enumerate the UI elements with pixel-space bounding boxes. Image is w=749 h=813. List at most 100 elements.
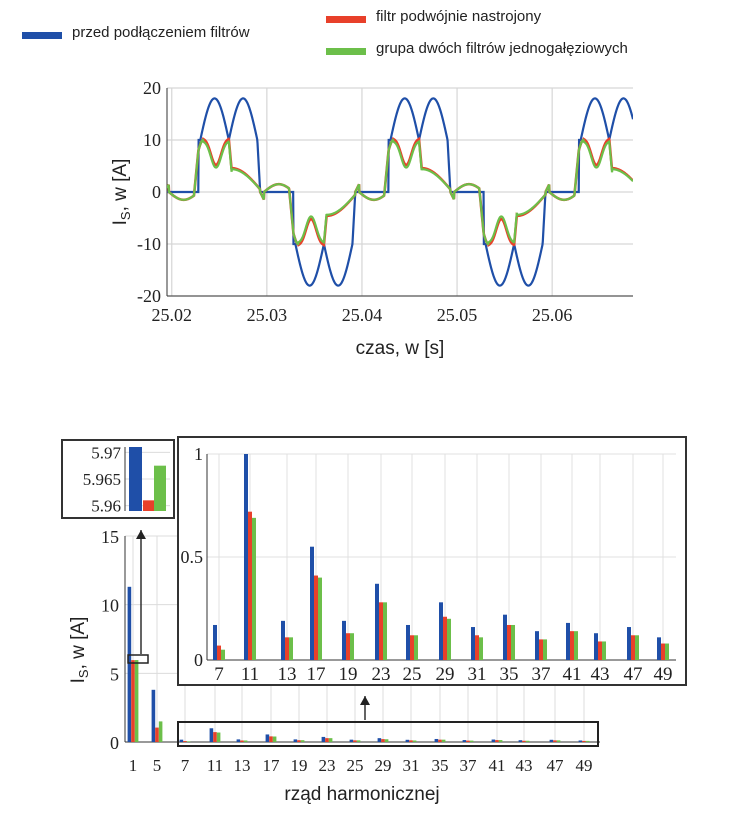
inset2-bar-43-s0: [594, 633, 598, 660]
inset2-bar-13-s2: [289, 637, 293, 660]
inset2-xtick-label: 37: [532, 664, 551, 685]
inset1-bar-s1: [143, 500, 154, 511]
bar-xtick-label: 49: [576, 756, 593, 775]
series-line-before-filters: [167, 97, 633, 287]
inset2-bar-25-s2: [414, 635, 418, 660]
bar-x-axis-label: rząd harmonicznej: [284, 784, 439, 805]
inset2-bar-29-s0: [439, 602, 443, 660]
bar-y-axis-label: IS, w [A]: [68, 617, 91, 684]
bar-xtick-label: 47: [547, 756, 565, 775]
bar-xtick-label: 13: [234, 756, 251, 775]
inset2-bar-25-s0: [406, 624, 410, 660]
inset2-bar-23-s1: [379, 602, 383, 660]
inset2-xtick-label: 47: [624, 664, 643, 685]
time-xtick-label: 25.04: [342, 305, 383, 325]
bar-41-s1: [495, 740, 499, 742]
inset2-bar-17-s2: [318, 577, 322, 660]
inset-harmonics: 00.517 11 13 17 19 23 25 29 31 35 37 41 43 47 49: [177, 436, 687, 686]
bar-5-s0: [151, 689, 156, 742]
inset2-bar-25-s1: [410, 635, 414, 660]
bar-xtick-label: 1: [129, 756, 138, 775]
bar-19-s0: [293, 739, 298, 742]
bar-xtick-label: 11: [207, 756, 223, 775]
bar-35-s2: [441, 739, 446, 742]
time-chart: 25.02 25.03 25.04 25.05 25.06 -20 -10 0 10 20 czas…: [137, 78, 633, 359]
inset2-bar-49-s0: [657, 637, 661, 660]
bar-xtick-label: 7: [181, 756, 190, 775]
inset2-bar-19-s0: [342, 620, 346, 660]
inset2-bar-37-s1: [539, 639, 543, 660]
inset2-ytick-label: 1: [194, 444, 203, 464]
inset1-ytick-label: 5.965: [83, 470, 121, 489]
bar-5-s2: [158, 721, 163, 742]
bar-xtick-label: 31: [403, 756, 420, 775]
bar-17-s2: [272, 736, 277, 742]
bar-23-s2: [328, 738, 333, 742]
time-y-axis-label: IS, w [A]: [110, 159, 133, 226]
inset2-xtick-label: 35: [500, 664, 519, 685]
bar-29-s0: [377, 738, 382, 742]
time-xtick-label: 25.02: [152, 305, 193, 325]
bar-35-s0: [434, 738, 439, 742]
inset2-bar-29-s1: [443, 616, 447, 660]
bar-43-s2: [525, 740, 530, 742]
inset2-bar-35-s0: [503, 614, 507, 660]
inset2-ytick-label: 0.5: [181, 547, 204, 567]
bar-ytick-label: 10: [101, 596, 119, 616]
bar-25-s1: [353, 740, 357, 742]
inset2-bar-7-s2: [221, 649, 225, 660]
zoom-box-higher-harmonics: [177, 721, 599, 747]
bar-5-s1: [155, 727, 159, 742]
bar-xtick-label: 29: [375, 756, 392, 775]
inset2-bar-41-s2: [574, 631, 578, 660]
inset2-bar-11-s0: [244, 454, 248, 660]
bar-17-s1: [269, 736, 273, 742]
legend-label-green: grupa dwóch filtrów jednogałęziowych: [376, 40, 628, 57]
zoom-box-fundamental: [127, 654, 149, 664]
bar-1-s0: [127, 586, 132, 742]
inset1-bar-s0: [129, 447, 142, 511]
time-ytick-label: 20: [143, 78, 161, 98]
bar-xtick-label: 23: [319, 756, 336, 775]
bar-xtick-label: 25: [347, 756, 364, 775]
time-ytick-label: -10: [137, 234, 161, 254]
zoom-arrow-harmonics-head: [360, 696, 370, 705]
inset2-bar-31-s2: [479, 637, 483, 660]
inset1-bar-s2: [154, 465, 166, 511]
bar-31-s2: [412, 740, 417, 742]
bar-ytick-label: 5: [110, 664, 119, 684]
inset2-bar-47-s2: [635, 635, 639, 660]
inset2-bar-19-s2: [350, 633, 354, 660]
bar-11-s0: [209, 728, 214, 742]
bar-17-s0: [265, 734, 270, 742]
inset2-bar-23-s0: [375, 583, 379, 660]
bar-49-s0: [578, 740, 583, 742]
time-ytick-label: -20: [137, 286, 161, 306]
bar-31-s1: [409, 740, 413, 742]
bar-37-s2: [469, 740, 474, 742]
inset2-bar-17-s1: [314, 575, 318, 660]
bar-47-s0: [549, 739, 554, 742]
inset2-bar-37-s2: [543, 639, 547, 660]
inset2-bar-49-s1: [661, 643, 665, 660]
bar-47-s1: [553, 740, 557, 742]
inset2-bar-43-s2: [602, 641, 606, 660]
bar-xtick-label: 35: [432, 756, 449, 775]
bar-29-s2: [384, 739, 389, 742]
bar-35-s1: [438, 739, 442, 742]
inset2-xtick-label: 7: [214, 664, 224, 685]
bar-13-s0: [236, 739, 241, 742]
bar-37-s0: [462, 740, 467, 742]
bar-49-s1: [582, 740, 586, 742]
bar-1-s2: [134, 660, 139, 742]
inset2-xtick-label: 13: [278, 664, 297, 685]
legend-label-red: filtr podwójnie nastrojony: [376, 8, 542, 25]
bar-ytick-label: 0: [110, 733, 119, 753]
inset2-xtick-label: 11: [241, 664, 259, 685]
bar-41-s0: [491, 739, 496, 742]
inset2-ytick-label: 0: [194, 650, 203, 670]
inset2-bar-35-s1: [507, 624, 511, 660]
bar-43-s0: [518, 740, 523, 742]
